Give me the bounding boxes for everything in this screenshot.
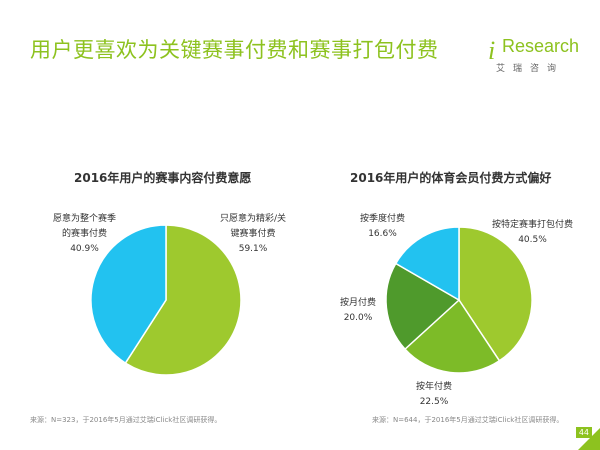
slice-label-line: 愿意为整个赛季	[53, 214, 117, 224]
logo-letter: i	[488, 36, 496, 65]
slice-label-key-events: 只愿意为精彩/关 键赛事付费 59.1%	[220, 212, 286, 257]
slice-value-label: 40.9%	[70, 244, 99, 254]
pie-slice-whole-season	[90, 224, 167, 365]
pie-slice-monthly	[385, 262, 461, 351]
source-note-left: 来源：N=323，于2016年5月通过艾瑞iClick社区调研获得。	[30, 416, 222, 424]
slice-label-line: 按年付费	[416, 382, 453, 392]
slice-value-label: 22.5%	[419, 397, 449, 407]
slice-label-line: 按季度付费	[360, 214, 406, 224]
slice-label-yearly: 按年付费 22.5%	[416, 380, 452, 410]
slice-label-monthly: 按月付费 20.0%	[340, 296, 376, 326]
slice-label-whole-season: 愿意为整个赛季 的赛事付费 40.9%	[53, 212, 116, 257]
slice-value-label: 16.6%	[368, 229, 397, 239]
slice-label-event-package: 按特定赛事打包付费 40.5%	[492, 218, 573, 248]
page-title: 用户更喜欢为关键赛事付费和赛事打包付费	[30, 38, 439, 62]
slice-value-label: 59.1%	[238, 244, 268, 254]
pie-slice-key-events	[124, 224, 242, 376]
logo-wordmark: Research	[502, 36, 580, 56]
iresearch-logo: i Research 艾瑞咨询	[486, 28, 582, 80]
slice-label-line: 的赛事付费	[62, 229, 108, 239]
slice-label-line: 按月付费	[340, 298, 377, 308]
source-note-right: 来源：N=644，于2016年5月通过艾瑞iClick社区调研获得。	[372, 416, 564, 424]
page-number: 44	[575, 427, 592, 438]
slice-label-line: 按特定赛事打包付费	[492, 220, 574, 230]
slice-label-line: 只愿意为精彩/关	[220, 214, 287, 224]
logo-tagline: 艾瑞咨询	[496, 64, 565, 74]
chart-title-content-willingness: 2016年用户的赛事内容付费意愿	[74, 171, 252, 185]
slice-label-quarterly: 按季度付费 16.6%	[360, 212, 405, 242]
slice-label-line: 键赛事付费	[230, 229, 276, 239]
slice-value-label: 40.5%	[518, 235, 547, 245]
chart-title-membership-preference: 2016年用户的体育会员付费方式偏好	[350, 171, 552, 185]
pie-slice-yearly	[403, 298, 501, 374]
pie-slice-quarterly	[394, 226, 460, 302]
slice-value-label: 20.0%	[343, 313, 373, 323]
